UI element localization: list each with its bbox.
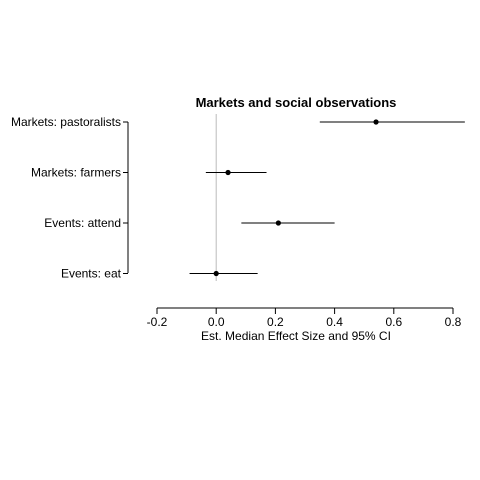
x-tick-label: 0.2 <box>267 315 284 329</box>
y-tick-label: Markets: pastoralists <box>11 115 121 129</box>
x-tick-label: 0.4 <box>326 315 343 329</box>
x-axis-label: Est. Median Effect Size and 95% CI <box>201 329 391 343</box>
y-tick-label: Events: eat <box>61 267 122 281</box>
point-estimate <box>275 220 281 226</box>
point-estimate <box>213 270 219 277</box>
x-axis: -0.2 0.0 0.2 0.4 0.6 0.8 <box>147 307 462 329</box>
y-axis: Markets: pastoralists Markets: farmers Eve… <box>11 115 129 281</box>
x-tick-label: 0.8 <box>445 315 462 329</box>
point-estimate <box>373 119 379 125</box>
x-tick-label: 0.6 <box>385 315 402 329</box>
x-tick-label: -0.2 <box>147 315 168 329</box>
y-tick-label: Events: attend <box>44 216 121 230</box>
y-tick-label: Markets: farmers <box>31 166 121 180</box>
chart-title: Markets and social observations <box>196 95 397 110</box>
x-tick-label: 0.0 <box>208 315 225 329</box>
estimate-marks <box>189 119 465 277</box>
point-estimate <box>225 169 231 176</box>
